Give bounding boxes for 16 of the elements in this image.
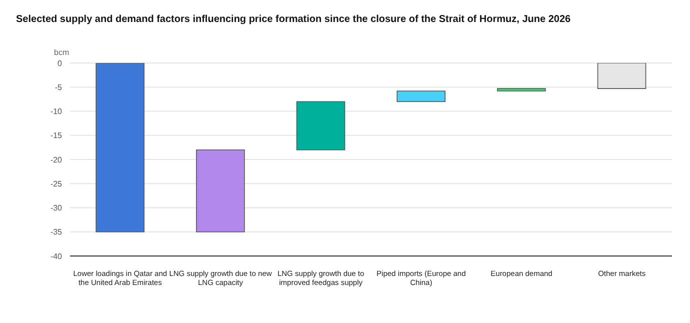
y-tick-label: -20 [50, 155, 63, 164]
y-tick-label: -25 [50, 179, 63, 188]
bar [296, 101, 346, 150]
chart-title: Selected supply and demand factors influencing price formation since the closure of the Strait of Hormuz, June 2026 [15, 13, 572, 27]
bar [497, 88, 546, 92]
y-axis-title: bcm [54, 48, 70, 57]
y-tick-label: -5 [54, 82, 63, 92]
y-tick-label: -35 [50, 228, 63, 237]
bar [396, 90, 446, 102]
bar [96, 63, 144, 232]
y-tick-label: -30 [50, 204, 63, 213]
y-tick-label: -10 [50, 107, 63, 116]
y-tick-label: 0 [58, 58, 63, 68]
y-tick-label: -15 [50, 131, 63, 140]
bar [196, 149, 245, 232]
y-tick-label: -40 [50, 252, 63, 261]
